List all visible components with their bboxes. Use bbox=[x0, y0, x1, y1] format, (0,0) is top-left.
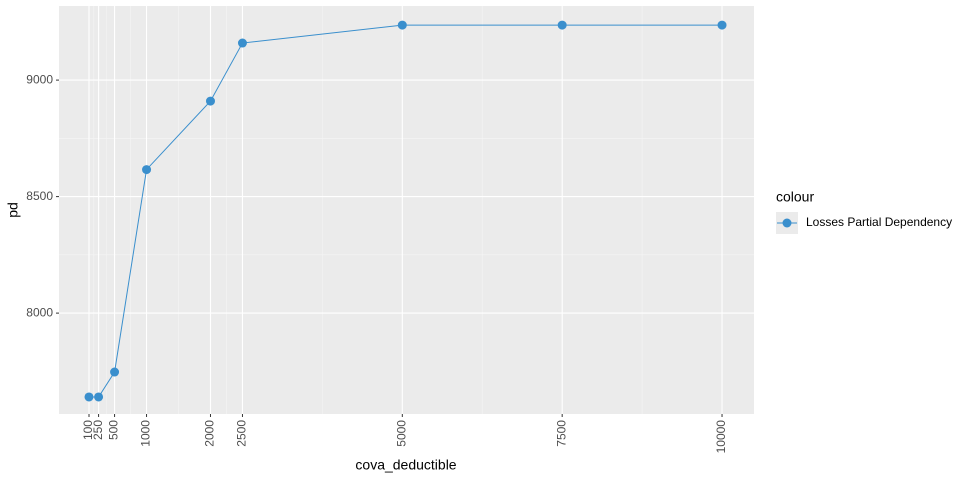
x-tick-label: 5000 bbox=[394, 420, 408, 447]
y-tick-label: 8000 bbox=[26, 305, 53, 319]
data-point bbox=[142, 165, 152, 175]
data-point bbox=[205, 96, 215, 106]
data-point bbox=[84, 392, 94, 402]
x-tick-label: 10000 bbox=[714, 420, 728, 454]
x-tick-label: 100 bbox=[81, 420, 95, 440]
y-tick-label: 8500 bbox=[26, 189, 53, 203]
y-axis-title: pd bbox=[5, 202, 21, 218]
x-tick-label: 2500 bbox=[235, 420, 249, 447]
x-tick-label: 1000 bbox=[139, 420, 153, 447]
plot-panel bbox=[59, 6, 754, 414]
legend-key-point bbox=[782, 218, 792, 228]
grid bbox=[56, 6, 754, 417]
legend-title: colour bbox=[776, 189, 814, 205]
legend: Losses Partial Dependency bbox=[776, 212, 952, 234]
data-point bbox=[237, 38, 247, 48]
x-tick-label: 7500 bbox=[554, 420, 568, 447]
data-point bbox=[110, 367, 120, 377]
marks bbox=[84, 20, 727, 402]
data-point bbox=[397, 20, 407, 30]
data-point bbox=[94, 392, 104, 402]
data-point bbox=[557, 20, 567, 30]
x-tick-label: 500 bbox=[107, 420, 121, 440]
x-tick-label: 250 bbox=[91, 420, 105, 440]
x-tick-label: 2000 bbox=[203, 420, 217, 447]
x-axis-title: cova_deductible bbox=[355, 457, 456, 473]
data-point bbox=[717, 20, 727, 30]
y-tick-label: 9000 bbox=[26, 72, 53, 86]
legend-label: Losses Partial Dependency bbox=[806, 215, 952, 229]
